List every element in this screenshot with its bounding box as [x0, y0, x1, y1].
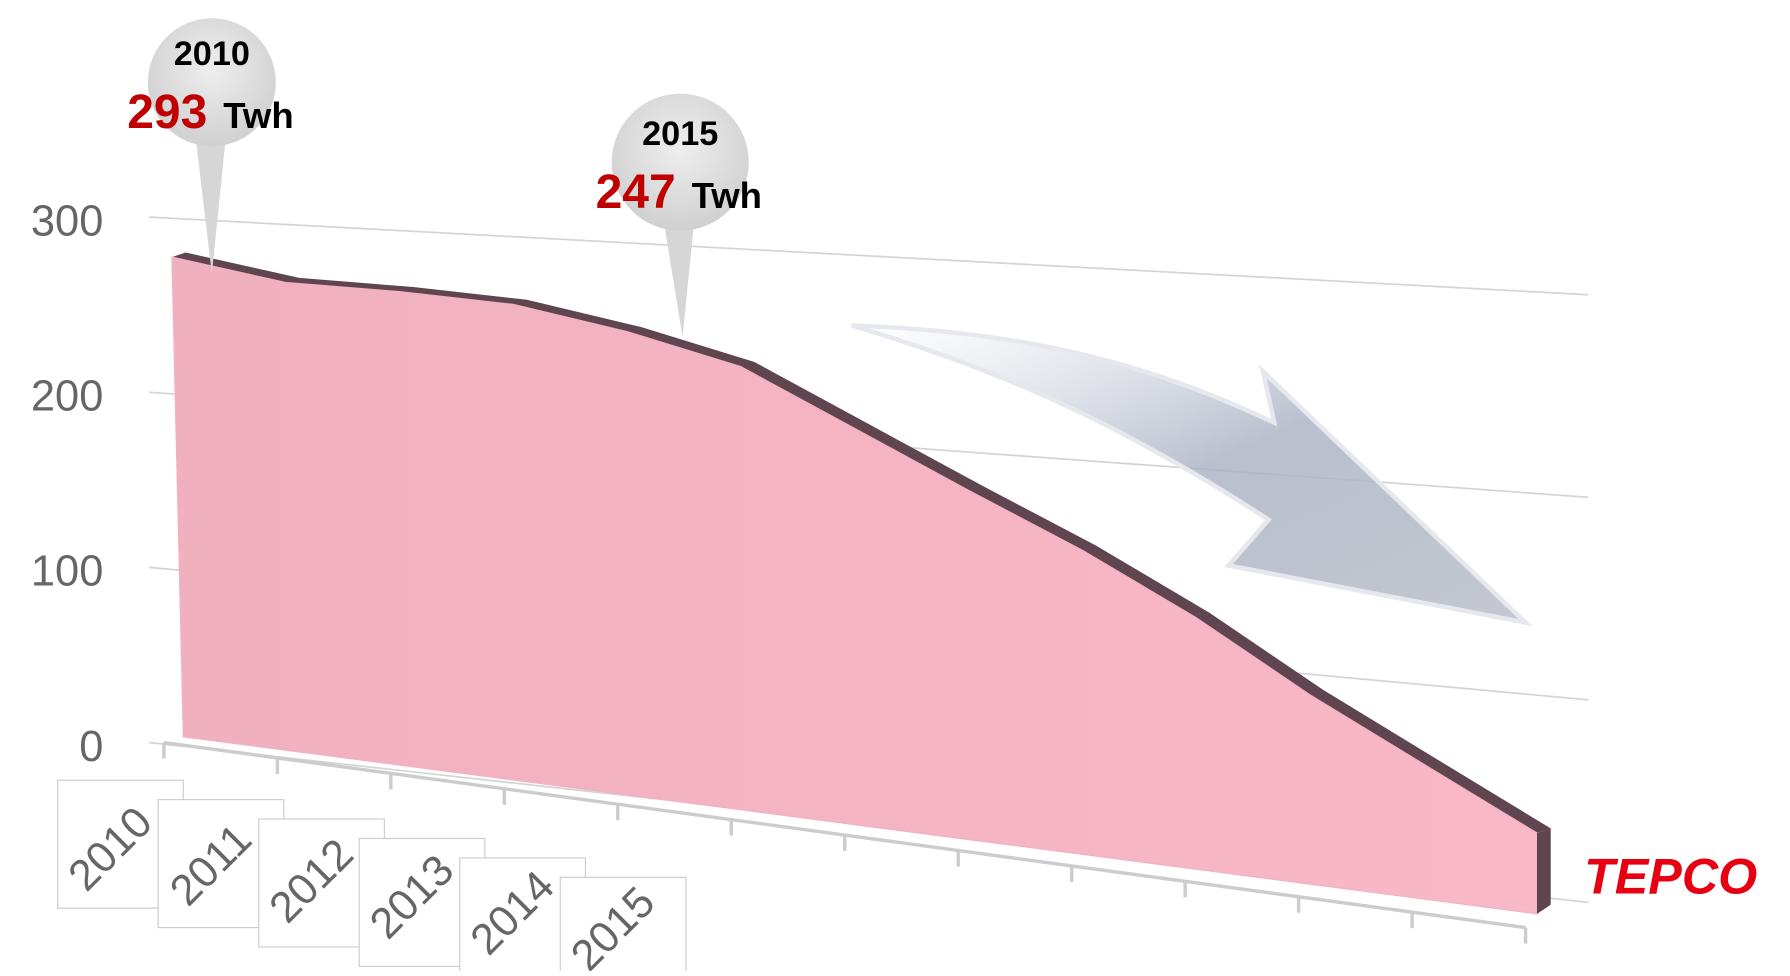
y-tick-label: 200 — [31, 372, 103, 420]
chart: 0100200300 201020112012201320142015 2010… — [0, 0, 1790, 971]
annotation-unit: Twh — [692, 175, 762, 216]
annotation-year: 2015 — [642, 115, 718, 153]
logo: TEPCO — [1584, 848, 1757, 904]
grid-line — [149, 217, 1588, 295]
bubble — [196, 139, 226, 274]
bubble — [664, 224, 694, 337]
area-end — [1537, 828, 1551, 913]
y-tick-label: 100 — [31, 548, 103, 596]
y-tick-label: 300 — [31, 197, 103, 245]
annotation-value: 293 — [127, 86, 207, 139]
annotation-value: 247 — [596, 166, 676, 219]
annotation-unit: Twh — [223, 95, 293, 136]
annotation-year: 2010 — [174, 35, 250, 73]
y-tick-label: 0 — [79, 723, 103, 771]
